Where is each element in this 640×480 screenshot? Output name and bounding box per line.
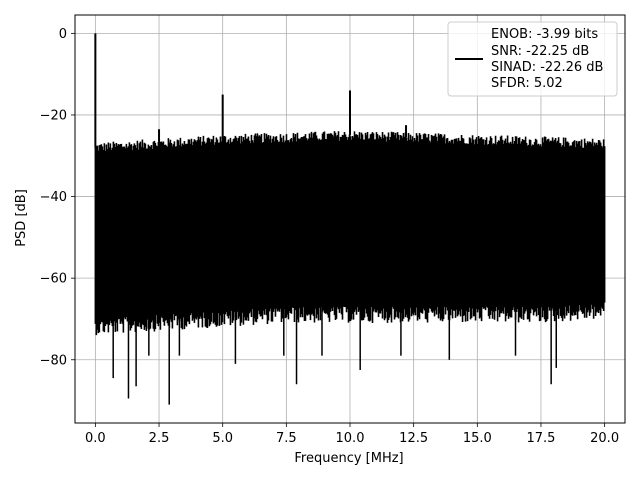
y-tick-label: 0: [59, 27, 67, 42]
legend-box: [447, 21, 618, 97]
legend: ENOB: -3.99 bits SNR: -22.25 dB SINAD: -…: [447, 21, 618, 97]
x-tick-label: 5.0: [212, 431, 233, 446]
x-tick-label: 2.5: [149, 431, 170, 446]
data-layer: [94, 33, 606, 405]
legend-entry-enob: ENOB: -3.99 bits: [491, 27, 598, 42]
x-tick-label: 20.0: [590, 431, 619, 446]
x-tick-label: 10.0: [336, 431, 365, 446]
y-tick-label: −20: [40, 108, 67, 123]
x-axis: 0.0 2.5 5.0 7.5 10.0 12.5 15.0 17.5 20.0: [85, 423, 619, 446]
y-axis: 0 −20 −40 −60 −80: [40, 27, 75, 368]
y-tick-label: −60: [40, 272, 67, 287]
y-tick-label: −40: [40, 190, 67, 205]
x-tick-label: 12.5: [399, 431, 428, 446]
legend-entry-snr: SNR: -22.25 dB: [491, 44, 589, 59]
x-tick-label: 15.0: [463, 431, 492, 446]
x-tick-label: 7.5: [276, 431, 297, 446]
x-tick-label: 0.0: [85, 431, 106, 446]
psd-series-line: [94, 131, 606, 336]
y-tick-label: −80: [40, 353, 67, 368]
x-axis-label: Frequency [MHz]: [294, 451, 403, 466]
legend-entry-sfdr: SFDR: 5.02: [491, 76, 563, 91]
x-tick-label: 17.5: [526, 431, 555, 446]
y-axis-label: PSD [dB]: [14, 189, 29, 247]
legend-entry-sinad: SINAD: -22.26 dB: [491, 60, 603, 75]
